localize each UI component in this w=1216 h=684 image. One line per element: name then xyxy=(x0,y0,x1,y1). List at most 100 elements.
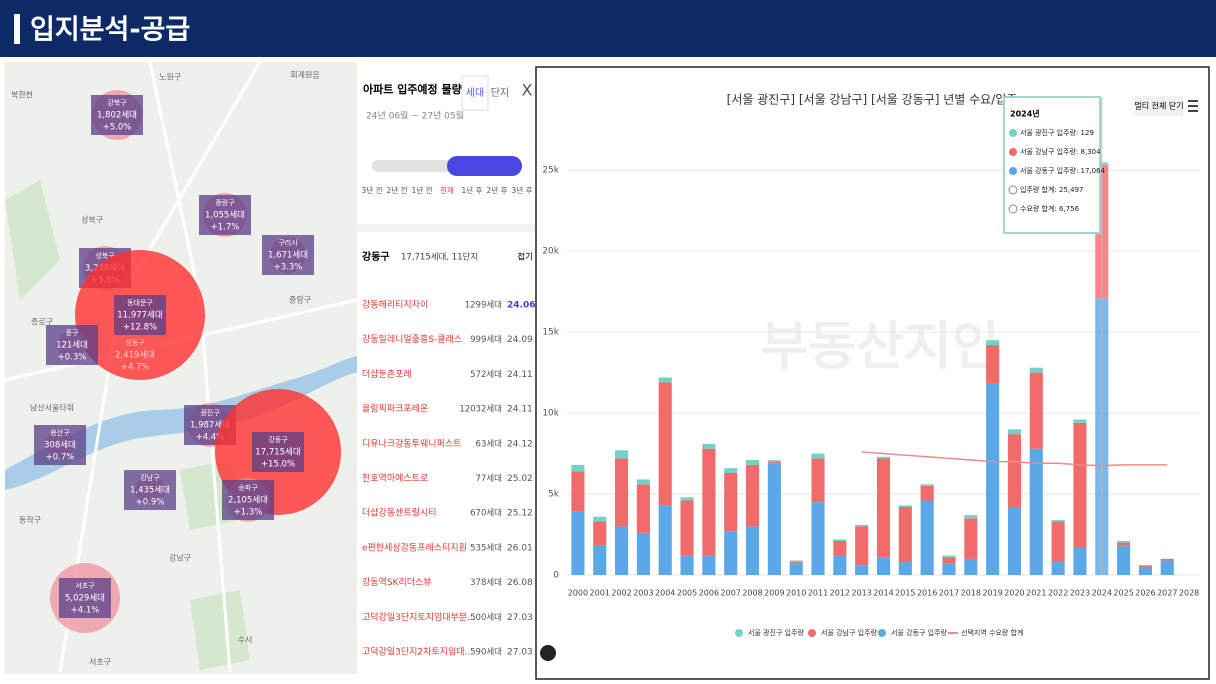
bubble-pct: +15.0% xyxy=(261,460,295,470)
bar-segment xyxy=(876,456,891,459)
tooltip-title: 2024년 xyxy=(1010,109,1040,119)
x-tick-label: 2010 xyxy=(786,589,806,598)
tooltip-item: 서울 광진구 입주량: 129 xyxy=(1020,128,1094,137)
bubble-pct: +0.3% xyxy=(58,353,87,363)
bar-segment xyxy=(724,531,738,575)
place-label: 북한천 xyxy=(11,90,33,100)
slider-label: 1년 전 xyxy=(412,185,433,195)
row-name[interactable]: 천호역마에스트로 xyxy=(362,473,428,484)
bar-segment xyxy=(680,500,694,556)
row-name[interactable]: 강동헤리티지자이 xyxy=(362,299,428,311)
row-date: 24.12 xyxy=(507,439,533,449)
tab[interactable] xyxy=(461,75,489,111)
row-name[interactable]: 고덕강일3단지2차토지임대... xyxy=(362,646,473,658)
bubble-units: 2,105세대 xyxy=(228,496,268,506)
bar-segment xyxy=(1073,422,1087,548)
x-tick-label: 2008 xyxy=(742,589,762,598)
legend-label[interactable]: 선택지역 수요량 합계 xyxy=(961,628,1023,637)
tooltip xyxy=(1003,96,1101,234)
x-tick-label: 2021 xyxy=(1026,589,1046,598)
bar-segment xyxy=(964,515,978,519)
legend-label[interactable]: 서울 강남구 입주량 xyxy=(821,628,878,637)
bubble-pct: +1.3% xyxy=(234,508,263,518)
row-date: 24.11 xyxy=(507,405,533,415)
bar-segment xyxy=(767,460,781,462)
bar-segment xyxy=(1117,542,1131,546)
x-tick-label: 2012 xyxy=(830,589,850,598)
y-tick-label: 20k xyxy=(542,247,559,257)
row-name[interactable]: 더샵강동센트럴시티 xyxy=(362,508,437,519)
row-units: 670세대 xyxy=(470,509,502,519)
bubble-name: 강북구 xyxy=(107,98,127,107)
row-units: 590세대 xyxy=(470,648,502,658)
tooltip-dot xyxy=(1008,185,1018,195)
bar-segment xyxy=(658,505,672,575)
bar-segment xyxy=(767,461,781,464)
x-tick-label: 2011 xyxy=(808,589,828,598)
bar-segment xyxy=(789,563,803,575)
header-title: 입지분석-공급 xyxy=(30,15,190,46)
slider-label: 2년 후 xyxy=(487,185,508,195)
bubble-name: 구리시 xyxy=(278,238,297,247)
row-name[interactable]: e편한세상강동프레스티지원 xyxy=(362,541,467,553)
row-name[interactable]: 올림픽파크포레온 xyxy=(362,403,428,415)
row-units: 535세대 xyxy=(470,543,502,553)
place-label: 회계원음 xyxy=(290,70,319,80)
row-name[interactable]: 더샵둔촌포레 xyxy=(362,369,412,380)
bar-segment xyxy=(964,558,978,575)
row-units: 572세대 xyxy=(470,370,502,380)
bubble-label-box xyxy=(222,480,274,520)
slider-range[interactable] xyxy=(447,156,522,176)
x-tick-label: 2022 xyxy=(1048,589,1068,598)
row-name[interactable]: 디유나크강동투웨니퍼스트 xyxy=(362,437,461,449)
bubble-units: 5,029세대 xyxy=(65,594,105,604)
bar-segment xyxy=(789,562,803,564)
row-name[interactable]: 강동역SK리더스뷰 xyxy=(362,577,432,588)
group-summary: 17,715세대, 11단지 xyxy=(401,252,478,263)
tab[interactable]: 세대 xyxy=(466,87,484,99)
watermark: 부동산지인 xyxy=(760,317,999,377)
header-bar xyxy=(0,0,1216,57)
x-tick-label: 2017 xyxy=(939,589,959,598)
legend-label[interactable]: 서울 강동구 입주량 xyxy=(891,628,948,637)
bubble-units: 1,987세대 xyxy=(190,421,230,431)
bubble-name: 동대문구 xyxy=(127,299,153,307)
chart-title: [서울 광진구] [서울 강남구] [서울 강동구] 년별 수요/입주 xyxy=(727,93,1018,107)
x-tick-label: 2023 xyxy=(1070,589,1090,598)
bar-segment xyxy=(986,345,1000,384)
x-tick-label: 2024 xyxy=(1092,589,1112,598)
header-mark xyxy=(14,14,20,44)
bar-segment xyxy=(745,526,760,575)
y-tick-label: 10k xyxy=(542,409,559,419)
bubble-pct: +12.8% xyxy=(123,323,157,333)
bubble-name: 성북구 xyxy=(95,251,115,260)
tooltip-item: 수요량 합계: 6,756 xyxy=(1020,204,1080,213)
bubble-label-box xyxy=(34,425,86,465)
menu-icon[interactable] xyxy=(1188,100,1198,112)
y-tick-label: 15k xyxy=(542,328,559,338)
tooltip-dot xyxy=(1009,129,1017,137)
bubble-units: 1,671세대 xyxy=(268,251,308,261)
bubble-label-box xyxy=(59,578,111,618)
row-name[interactable]: 고덕강일3단지토지임대부분... xyxy=(362,611,476,623)
legend-label[interactable]: 서울 광진구 입주량 xyxy=(748,628,805,637)
close-button[interactable]: X xyxy=(522,81,533,100)
group-toggle[interactable]: 접기 xyxy=(517,252,533,263)
bubble-name: 성동구 xyxy=(125,338,145,347)
x-tick-label: 2001 xyxy=(590,589,610,598)
x-tick-label: 2016 xyxy=(917,589,937,598)
tab[interactable]: 단지 xyxy=(491,87,509,99)
row-name[interactable]: 강동밀레니얼중흥S-클래스 xyxy=(362,333,462,345)
y-tick-label: 5k xyxy=(548,490,560,500)
row-date: 25.12 xyxy=(507,509,533,519)
bar-segment xyxy=(745,460,760,465)
x-tick-label: 2014 xyxy=(873,589,893,598)
bar-segment xyxy=(745,464,760,527)
multi-button[interactable] xyxy=(1135,96,1183,116)
bar-segment xyxy=(1051,521,1065,563)
bar-segment xyxy=(593,545,607,575)
multi-button-label[interactable]: 멀티 전체 닫기 xyxy=(1134,101,1183,111)
bar-segment xyxy=(658,377,672,383)
bubble-units: 308세대 xyxy=(44,441,76,451)
